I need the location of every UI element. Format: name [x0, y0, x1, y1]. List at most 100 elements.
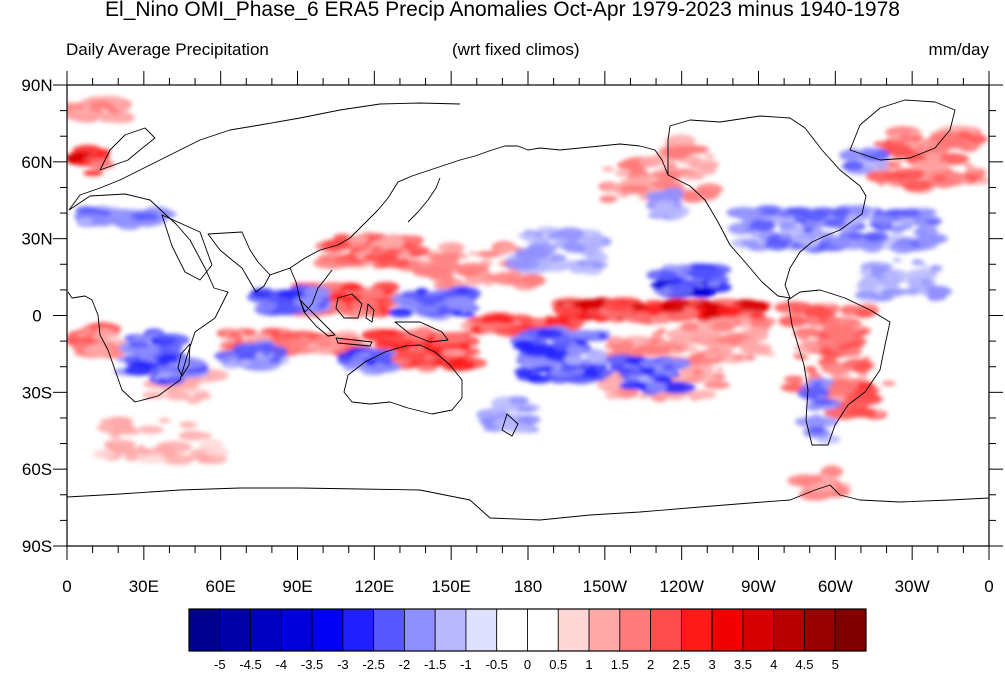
- anomaly-blob: [444, 356, 454, 361]
- anomaly-blob: [845, 151, 857, 156]
- anomaly-blob: [574, 368, 585, 375]
- anomaly-blob: [508, 396, 530, 405]
- anomaly-blob: [609, 336, 624, 344]
- anomaly-blob: [703, 380, 730, 389]
- anomaly-blob: [571, 331, 586, 338]
- anomaly-blob: [645, 381, 668, 393]
- lon-label: 0: [62, 577, 71, 596]
- anomaly-blob: [837, 343, 853, 351]
- anomaly-blob: [455, 262, 490, 274]
- anomaly-blob: [569, 265, 589, 274]
- lat-label: 60S: [22, 460, 52, 479]
- colorbar-swatch: [404, 608, 436, 652]
- anomaly-blob: [179, 422, 193, 428]
- anomaly-blob: [663, 187, 684, 195]
- colorbar-frame: [188, 608, 867, 652]
- anomaly-blob: [335, 243, 351, 249]
- anomaly-blob: [666, 211, 683, 221]
- anomaly-blob: [658, 340, 671, 345]
- anomaly-blob: [651, 332, 664, 337]
- anomaly-blob: [692, 368, 704, 376]
- anomaly-blob: [793, 218, 804, 224]
- colorbar: [188, 608, 867, 652]
- anomaly-blob: [423, 355, 435, 361]
- anomaly-blob: [553, 306, 583, 316]
- anomaly-blob: [807, 324, 822, 330]
- lon-label: 90E: [282, 577, 312, 596]
- colorbar-swatch: [650, 608, 682, 652]
- anomaly-blob: [672, 362, 681, 367]
- anomaly-blob: [380, 329, 398, 336]
- anomaly-blob: [388, 307, 414, 318]
- anomaly-blob: [273, 297, 291, 307]
- anomaly-blob: [441, 348, 467, 357]
- anomaly-blob: [585, 309, 603, 317]
- lat-label: 0: [32, 307, 41, 326]
- colorbar-labels: -5 -4.5 -4 -3.5 -3 -2.5 -2 -1.5 -1 -0.5 0 0.5 1 1.5 2 2…: [214, 657, 839, 672]
- anomaly-blob: [92, 449, 115, 459]
- anomaly-blob: [517, 414, 541, 425]
- anomaly-blob: [157, 343, 183, 354]
- colorbar-swatch: [465, 608, 498, 652]
- anomaly-blob: [804, 366, 817, 373]
- anomaly-blob: [561, 303, 574, 307]
- colorbar-swatch: [742, 608, 775, 652]
- lat-label: 90N: [21, 76, 52, 95]
- anomaly-blob: [786, 227, 805, 234]
- anomaly-blob: [428, 250, 439, 255]
- colorbar-swatch: [434, 608, 467, 652]
- anomaly-blob: [504, 258, 540, 270]
- anomaly-blob: [125, 361, 144, 367]
- anomaly-blob: [524, 274, 535, 280]
- anomaly-blob: [916, 232, 949, 245]
- colorbar-label: -1: [460, 657, 472, 672]
- lon-label: 60W: [818, 577, 853, 596]
- anomaly-blob: [794, 416, 829, 428]
- anomaly-blob: [490, 404, 510, 413]
- anomaly-blob: [482, 279, 495, 287]
- anomaly-blob: [549, 335, 570, 343]
- anomaly-blob: [93, 328, 115, 339]
- anomaly-blob: [790, 307, 804, 315]
- anomaly-blob: [843, 160, 864, 170]
- anomaly-blob: [124, 365, 153, 376]
- lon-label: 0: [984, 577, 993, 596]
- anomaly-blob: [260, 342, 274, 349]
- anomaly-blob: [85, 329, 93, 334]
- anomaly-blob: [824, 218, 845, 228]
- anomaly-blob: [968, 134, 988, 145]
- anomaly-blob: [158, 418, 172, 423]
- anomaly-blob: [877, 182, 886, 186]
- anomaly-blob: [866, 234, 880, 243]
- anomaly-blob: [623, 313, 656, 324]
- anomaly-blob: [890, 168, 926, 181]
- anomaly-blob: [779, 233, 793, 241]
- anomaly-blob: [777, 208, 788, 214]
- anomaly-blob: [116, 97, 128, 104]
- anomaly-blob: [909, 130, 923, 136]
- anomaly-blob: [561, 260, 579, 267]
- colorbar-swatch: [219, 608, 251, 652]
- anomaly-blob: [870, 265, 887, 274]
- anomaly-blob: [75, 206, 97, 215]
- anomaly-blob: [347, 235, 369, 243]
- anomaly-blob: [792, 329, 817, 339]
- anomaly-blob: [927, 285, 950, 296]
- subtitle-units: mm/day: [928, 40, 989, 59]
- anomaly-blob: [924, 272, 937, 278]
- anomaly-blob: [429, 273, 455, 282]
- anomaly-blob: [674, 264, 692, 275]
- anomaly-blob: [536, 236, 551, 242]
- anomaly-blob: [162, 451, 177, 459]
- colorbar-label: 5: [832, 657, 839, 672]
- anomaly-blob: [704, 153, 715, 159]
- anomaly-blob: [501, 423, 533, 434]
- anomaly-blob: [440, 290, 462, 299]
- anomaly-blob: [927, 143, 951, 154]
- colorbar-swatch: [188, 608, 221, 652]
- anomaly-blob: [711, 321, 735, 333]
- coastline-borneo: [335, 293, 363, 319]
- anomaly-blob: [376, 344, 393, 350]
- anomaly-blob: [193, 391, 211, 400]
- anomaly-blob: [558, 265, 570, 270]
